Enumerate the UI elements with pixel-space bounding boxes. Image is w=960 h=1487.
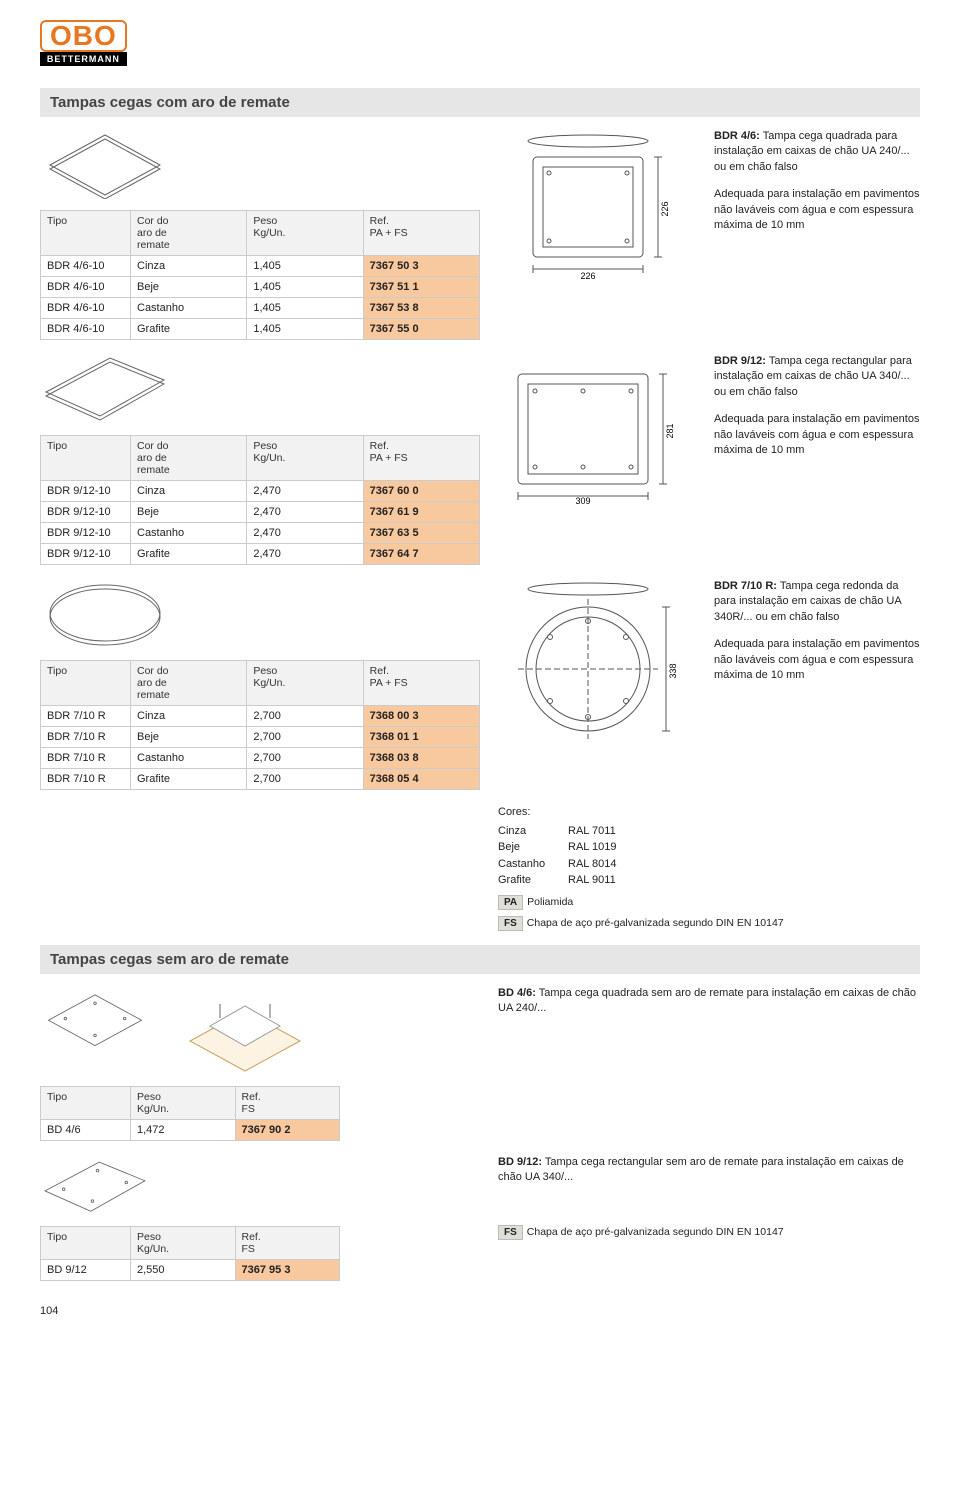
iso-assembly-icon (170, 986, 320, 1076)
material-fs-2: FSChapa de aço pré-galvanizada segundo D… (498, 1225, 920, 1240)
iso-plate-rect-small-icon (40, 1155, 150, 1215)
dim-w: 226 (580, 271, 595, 279)
iso-square-plate-icon (40, 129, 170, 199)
th-tipo: Tipo (41, 211, 131, 256)
table-bdr912: Tipo Cor do aro de remate Peso Kg/Un. Re… (40, 435, 480, 565)
material-pa: PAPoliamida (498, 895, 920, 910)
diagram-circle: 338 (508, 579, 688, 749)
iso-rect-plate-icon (40, 354, 170, 424)
desc-bdr46: BDR 4/6: Tampa cega quadrada para instal… (714, 129, 920, 175)
logo-subtext: BETTERMANN (40, 52, 127, 66)
th-ref: Ref. PA + FS (363, 211, 479, 256)
diagram-rect: 309 281 (503, 354, 693, 504)
desc-common-2: Adequada para instalação em pavimentos n… (714, 412, 920, 458)
desc-common-1: Adequada para instalação em pavimentos n… (714, 187, 920, 233)
section1-title: Tampas cegas com aro de remate (40, 88, 920, 117)
desc-bdr710r: BDR 7/10 R: Tampa cega redonda da para i… (714, 579, 920, 625)
dim-h: 226 (660, 201, 670, 216)
table-bdr46: Tipo Cor do aro de remate Peso Kg/Un. Re… (40, 210, 480, 340)
section2-title: Tampas cegas sem aro de remate (40, 945, 920, 974)
iso-plate-small-icon (40, 986, 150, 1046)
th-cor: Cor do aro de remate (131, 211, 247, 256)
diagram-square: 226 226 (513, 129, 683, 279)
colors-legend: Cores: CinzaRAL 7011 BejeRAL 1019 Castan… (498, 804, 920, 889)
th-peso: Peso Kg/Un. (247, 211, 363, 256)
svg-text:338: 338 (668, 663, 678, 678)
table-bdr710r: Tipo Cor do aro de remate Peso Kg/Un. Re… (40, 660, 480, 790)
brand-logo: OBO BETTERMANN (40, 0, 920, 76)
svg-text:309: 309 (575, 496, 590, 504)
desc-bdr912: BDR 9/12: Tampa cega rectangular para in… (714, 354, 920, 400)
desc-bd46: BD 4/6: Tampa cega quadrada sem aro de r… (498, 986, 920, 1017)
page-number: 104 (40, 1295, 920, 1337)
iso-round-plate-icon (40, 579, 170, 649)
logo-text: OBO (40, 20, 127, 52)
desc-common-3: Adequada para instalação em pavimentos n… (714, 637, 920, 683)
table-bd912: Tipo Peso Kg/Un. Ref. FS BD 9/122,550736… (40, 1226, 340, 1281)
desc-bd912: BD 9/12: Tampa cega rectangular sem aro … (498, 1155, 920, 1186)
svg-text:281: 281 (665, 423, 675, 438)
material-fs: FSChapa de aço pré-galvanizada segundo D… (498, 916, 920, 931)
table-bd46: Tipo Peso Kg/Un. Ref. FS BD 4/61,4727367… (40, 1086, 340, 1141)
